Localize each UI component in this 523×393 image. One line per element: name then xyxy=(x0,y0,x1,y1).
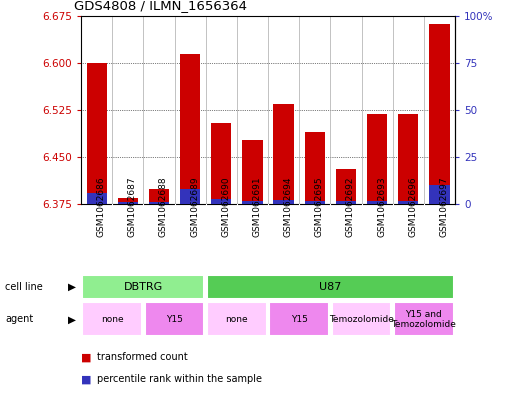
Text: cell line: cell line xyxy=(5,282,43,292)
Text: Temozolomide: Temozolomide xyxy=(329,315,394,324)
Text: GSM1062693: GSM1062693 xyxy=(377,176,386,237)
Text: ■: ■ xyxy=(81,374,92,384)
Text: transformed count: transformed count xyxy=(97,352,188,362)
Text: GSM1062695: GSM1062695 xyxy=(315,176,324,237)
Text: Y15: Y15 xyxy=(291,315,308,324)
Bar xyxy=(398,114,418,204)
Bar xyxy=(305,200,325,204)
Bar xyxy=(305,132,325,204)
Bar xyxy=(336,169,356,204)
Bar xyxy=(336,201,356,204)
Text: U87: U87 xyxy=(319,282,342,292)
Bar xyxy=(274,104,294,204)
Bar xyxy=(398,200,418,204)
Text: ▶: ▶ xyxy=(67,282,76,292)
Bar xyxy=(118,198,138,204)
Text: GSM1062696: GSM1062696 xyxy=(408,176,417,237)
Text: ■: ■ xyxy=(81,352,92,362)
Bar xyxy=(274,200,294,204)
Text: none: none xyxy=(101,315,123,324)
Text: GSM1062688: GSM1062688 xyxy=(159,176,168,237)
Bar xyxy=(211,123,231,204)
Bar xyxy=(180,54,200,204)
Text: GSM1062692: GSM1062692 xyxy=(346,176,355,237)
Bar xyxy=(149,202,169,204)
Bar xyxy=(145,302,204,336)
Bar xyxy=(149,189,169,204)
Text: GSM1062687: GSM1062687 xyxy=(128,176,137,237)
Text: GSM1062686: GSM1062686 xyxy=(97,176,106,237)
Bar xyxy=(82,302,142,336)
Bar xyxy=(367,200,387,204)
Text: GSM1062697: GSM1062697 xyxy=(439,176,448,237)
Bar xyxy=(118,202,138,204)
Bar xyxy=(207,274,454,299)
Text: GSM1062694: GSM1062694 xyxy=(283,176,293,237)
Bar xyxy=(429,185,450,204)
Text: GSM1062690: GSM1062690 xyxy=(221,176,230,237)
Text: Y15: Y15 xyxy=(166,315,183,324)
Bar xyxy=(180,189,200,204)
Text: percentile rank within the sample: percentile rank within the sample xyxy=(97,374,262,384)
Bar xyxy=(86,63,107,204)
Bar xyxy=(207,302,267,336)
Bar xyxy=(242,140,263,204)
Text: GDS4808 / ILMN_1656364: GDS4808 / ILMN_1656364 xyxy=(74,0,246,12)
Bar xyxy=(242,201,263,204)
Bar xyxy=(211,199,231,204)
Bar xyxy=(394,302,454,336)
Bar xyxy=(332,302,391,336)
Text: ▶: ▶ xyxy=(67,314,76,324)
Bar xyxy=(269,302,329,336)
Bar xyxy=(367,114,387,204)
Text: DBTRG: DBTRG xyxy=(124,282,163,292)
Bar xyxy=(82,274,204,299)
Text: GSM1062691: GSM1062691 xyxy=(253,176,262,237)
Text: Y15 and
Temozolomide: Y15 and Temozolomide xyxy=(391,310,456,329)
Bar xyxy=(86,193,107,204)
Text: GSM1062689: GSM1062689 xyxy=(190,176,199,237)
Text: none: none xyxy=(225,315,248,324)
Text: agent: agent xyxy=(5,314,33,324)
Bar xyxy=(429,24,450,204)
